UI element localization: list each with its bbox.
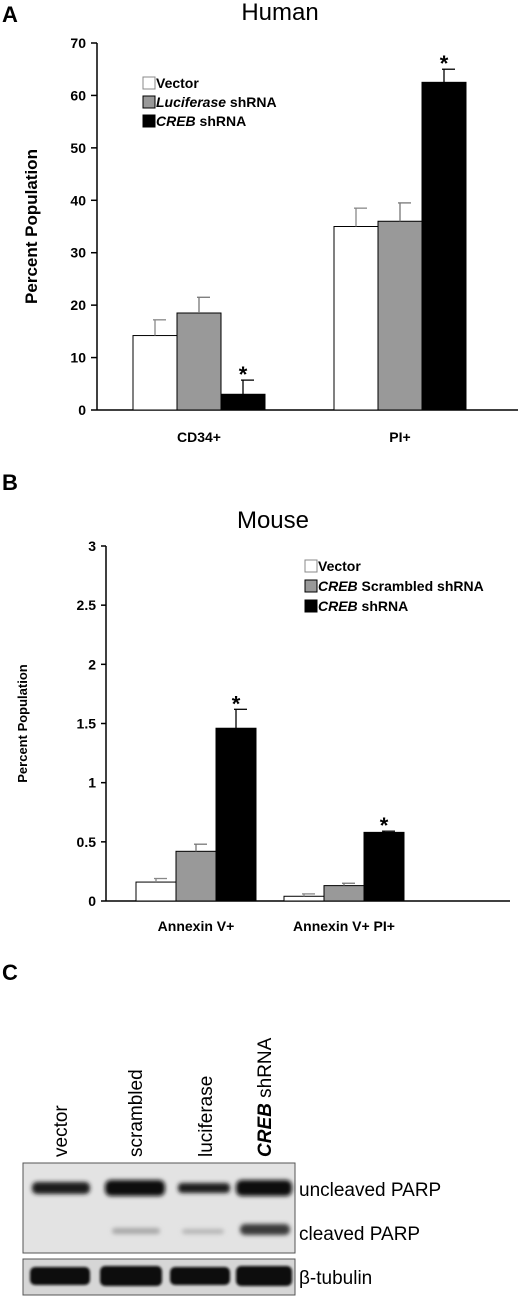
legend-swatch-creb-scrambled-shrna bbox=[304, 579, 318, 593]
band-cleaved-creb bbox=[240, 1224, 290, 1235]
bar-annexin-v-pi-creb-shrna bbox=[363, 831, 405, 902]
bar-annexin-v-vector bbox=[135, 881, 177, 902]
y-tick-label: 0 bbox=[88, 893, 96, 909]
y-axis-label: Percent Population bbox=[15, 664, 30, 783]
band-tubulin-scrambled bbox=[100, 1266, 162, 1286]
significance-marker: * bbox=[440, 51, 449, 76]
y-tick-label: 2.5 bbox=[77, 597, 97, 613]
significance-marker: * bbox=[232, 691, 241, 716]
y-tick-label: 1.5 bbox=[77, 716, 97, 732]
band-label-cleaved: cleaved PARP bbox=[299, 1224, 420, 1245]
bar-annexin-v-creb-scrambled-shrna bbox=[175, 850, 217, 902]
panel-letter-a: A bbox=[2, 2, 18, 27]
bar-cd34-luciferase-shrna bbox=[176, 312, 222, 411]
category-label-annexin-v: Annexin V+ bbox=[158, 918, 235, 934]
y-tick-label: 40 bbox=[70, 192, 86, 208]
bar-pi-creb-shrna bbox=[421, 81, 467, 411]
legend-label-vector: Vector bbox=[156, 75, 199, 91]
western-blot: vector scrambled luciferase CREB shRNA u… bbox=[22, 1037, 441, 1296]
legend-label-creb-scrambled-shrna: CREB Scrambled shRNA bbox=[318, 578, 484, 594]
band-cleaved-scrambled bbox=[112, 1228, 160, 1234]
chart-human: Human 0 10 20 30 40 50 60 70 Percent Population * C… bbox=[22, 0, 518, 445]
band-tubulin-vector bbox=[30, 1267, 90, 1285]
y-tick-label: 2 bbox=[88, 656, 96, 672]
bar-annexin-v-creb-shrna bbox=[215, 727, 257, 902]
lane-label-scrambled: scrambled bbox=[126, 1069, 147, 1157]
band-label-tubulin: β-tubulin bbox=[299, 1268, 372, 1289]
legend-swatch-creb-shrna bbox=[304, 599, 318, 613]
bar-annexin-v-pi-creb-scrambled-shrna bbox=[323, 885, 365, 902]
lane-label-luciferase: luciferase bbox=[196, 1076, 217, 1157]
y-tick-label: 3 bbox=[88, 538, 96, 554]
lane-label-vector: vector bbox=[51, 1105, 72, 1157]
chart-title: Mouse bbox=[237, 507, 309, 534]
y-tick-label: 10 bbox=[70, 350, 86, 366]
y-tick-label: 1 bbox=[88, 775, 96, 791]
bar-pi-luciferase-shrna bbox=[377, 220, 423, 411]
blot-membrane-parp bbox=[22, 1162, 296, 1254]
y-tick-label: 60 bbox=[70, 87, 86, 103]
lane-label-creb-shrna: CREB shRNA bbox=[255, 1037, 276, 1157]
band-uncleaved-creb bbox=[236, 1180, 292, 1196]
significance-marker: * bbox=[380, 813, 389, 838]
bar-pi-vector bbox=[333, 226, 379, 411]
bar-annexin-v-pi-vector bbox=[283, 895, 325, 902]
panel-letter-c: C bbox=[2, 960, 18, 985]
band-uncleaved-vector bbox=[32, 1182, 90, 1194]
bar-cd34-vector bbox=[132, 335, 178, 411]
chart-title: Human bbox=[241, 0, 318, 26]
y-tick-label: 20 bbox=[70, 297, 86, 313]
y-tick-label: 0.5 bbox=[77, 834, 97, 850]
legend-swatch-creb-shrna bbox=[142, 114, 156, 128]
legend-label-creb-shrna: CREB shRNA bbox=[156, 113, 246, 129]
legend-label-vector: Vector bbox=[318, 558, 361, 574]
chart-mouse: Mouse 0 0.5 1 1.5 2 2.5 3 Percent Population * Ann… bbox=[15, 507, 510, 934]
panel-letter-b: B bbox=[2, 470, 18, 495]
band-tubulin-creb bbox=[236, 1266, 292, 1286]
band-uncleaved-luciferase bbox=[178, 1183, 230, 1193]
y-axis-label: Percent Population bbox=[22, 149, 41, 304]
category-label-annexin-v-pi: Annexin V+ PI+ bbox=[293, 918, 395, 934]
y-tick-label: 50 bbox=[70, 140, 86, 156]
legend-label-creb-shrna: CREB shRNA bbox=[318, 598, 408, 614]
band-cleaved-luciferase bbox=[182, 1229, 224, 1234]
bar-cd34-creb-shrna bbox=[220, 393, 266, 411]
legend-swatch-vector bbox=[142, 76, 156, 90]
band-uncleaved-scrambled bbox=[105, 1180, 165, 1196]
band-label-uncleaved: uncleaved PARP bbox=[299, 1180, 441, 1201]
significance-marker: * bbox=[239, 362, 248, 387]
band-tubulin-luciferase bbox=[170, 1267, 230, 1285]
category-label-pi: PI+ bbox=[389, 429, 410, 445]
legend-label-luciferase-shrna: Luciferase shRNA bbox=[156, 94, 277, 110]
y-tick-label: 70 bbox=[70, 35, 86, 51]
legend-swatch-vector bbox=[304, 559, 318, 573]
legend-swatch-luciferase-shrna bbox=[142, 95, 156, 109]
y-tick-label: 0 bbox=[78, 402, 86, 418]
category-label-cd34: CD34+ bbox=[177, 429, 221, 445]
y-tick-label: 30 bbox=[70, 245, 86, 261]
